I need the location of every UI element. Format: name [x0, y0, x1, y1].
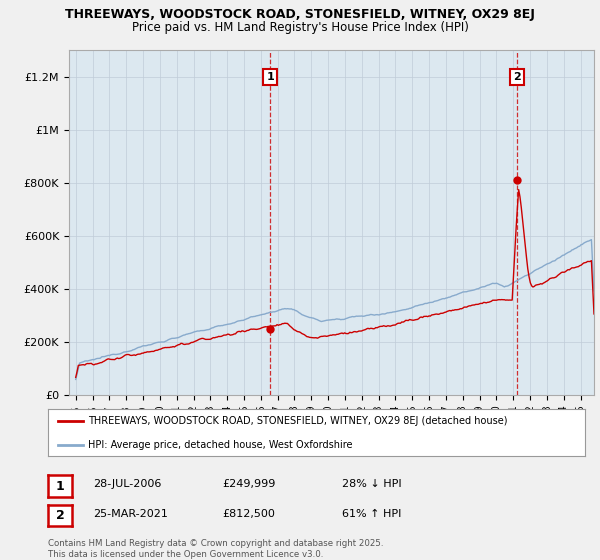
Text: Contains HM Land Registry data © Crown copyright and database right 2025.
This d: Contains HM Land Registry data © Crown c… [48, 539, 383, 559]
Text: THREEWAYS, WOODSTOCK ROAD, STONESFIELD, WITNEY, OX29 8EJ: THREEWAYS, WOODSTOCK ROAD, STONESFIELD, … [65, 8, 535, 21]
Text: HPI: Average price, detached house, West Oxfordshire: HPI: Average price, detached house, West… [88, 440, 353, 450]
Text: Price paid vs. HM Land Registry's House Price Index (HPI): Price paid vs. HM Land Registry's House … [131, 21, 469, 34]
Text: THREEWAYS, WOODSTOCK ROAD, STONESFIELD, WITNEY, OX29 8EJ (detached house): THREEWAYS, WOODSTOCK ROAD, STONESFIELD, … [88, 416, 508, 426]
Text: 1: 1 [266, 72, 274, 82]
Text: 28% ↓ HPI: 28% ↓ HPI [342, 479, 401, 489]
Text: £249,999: £249,999 [222, 479, 275, 489]
Text: 2: 2 [513, 72, 521, 82]
Text: £812,500: £812,500 [222, 509, 275, 519]
Text: 1: 1 [56, 479, 64, 493]
Text: 25-MAR-2021: 25-MAR-2021 [93, 509, 168, 519]
Text: 61% ↑ HPI: 61% ↑ HPI [342, 509, 401, 519]
Text: 28-JUL-2006: 28-JUL-2006 [93, 479, 161, 489]
Text: 2: 2 [56, 509, 64, 522]
